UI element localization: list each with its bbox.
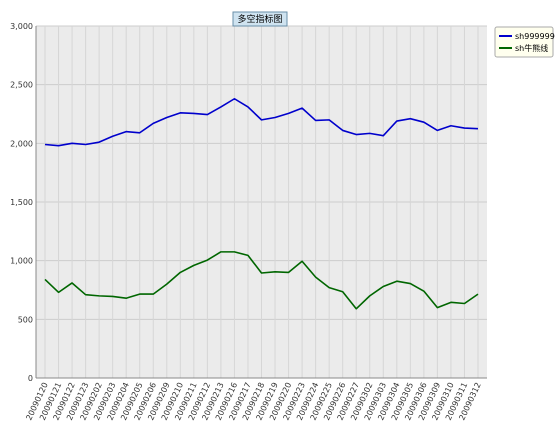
chart-title-box: 多空指标图 (232, 11, 288, 27)
y-tick-label: 2,500 (10, 81, 33, 90)
chart-title: 多空指标图 (237, 13, 282, 25)
gridlines (36, 25, 487, 379)
axes (35, 26, 487, 379)
y-ticks: 0 500 1,000 1,500 2,000 2,500 3,000 (10, 22, 33, 383)
y-tick-label: 0 (28, 374, 33, 383)
legend-box (494, 26, 554, 58)
y-tick-label: 1,500 (10, 198, 33, 207)
legend-label: sh999999 (515, 32, 555, 41)
y-tick-label: 2,000 (10, 139, 33, 148)
series-line-2 (44, 251, 479, 310)
y-tick-label: 500 (18, 315, 33, 324)
series-line-1 (44, 97, 479, 147)
x-ticks: 2009012020090121200901222009012320090202… (24, 381, 482, 422)
y-tick-label: 1,000 (10, 257, 33, 266)
y-tick-label: 3,000 (10, 22, 33, 31)
series-layer (44, 97, 479, 310)
legend: sh999999 sh牛熊线 (494, 26, 555, 58)
legend-label: sh牛熊线 (515, 43, 548, 53)
